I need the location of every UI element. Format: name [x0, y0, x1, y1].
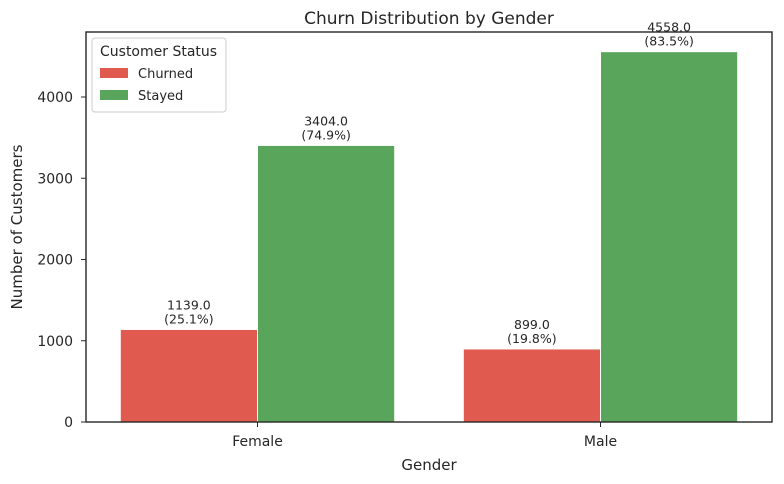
- data-labels: 1139.0 (25.1%) 899.0 (19.8%) 3404.0 (74.9%) 45…: [164, 20, 694, 346]
- x-tick-label: Male: [584, 434, 617, 450]
- bar-churned-female: [119, 328, 258, 423]
- y-tick-label: 0: [64, 415, 73, 431]
- data-label-churned-male: 899.0 (19.8%): [507, 317, 556, 346]
- legend: Customer Status Churned Stayed: [91, 37, 227, 113]
- data-label-stayed-male: 4558.0 (83.5%): [644, 20, 693, 49]
- y-tick-label: 4000: [37, 90, 73, 106]
- legend-title: Customer Status: [100, 44, 217, 60]
- x-axis-ticks: Female Male: [232, 422, 617, 450]
- bar-churned-male: [462, 348, 601, 423]
- legend-label-stayed: Stayed: [138, 89, 183, 104]
- data-label-churned-female: 1139.0 (25.1%): [164, 297, 213, 326]
- bar-stayed-female: [257, 144, 396, 423]
- legend-swatch-churned: [100, 68, 128, 78]
- legend-label-churned: Churned: [138, 67, 193, 82]
- x-tick-label: Female: [232, 434, 283, 450]
- legend-swatch-stayed: [100, 90, 128, 100]
- data-label-stayed-female: 3404.0 (74.9%): [301, 113, 350, 142]
- plot-frame: [85, 31, 773, 423]
- bars-group: [119, 51, 739, 423]
- chart-title: Churn Distribution by Gender: [304, 9, 554, 29]
- bar-stayed-male: [600, 51, 739, 423]
- y-tick-label: 1000: [37, 334, 73, 350]
- y-axis-label: Number of Customers: [8, 144, 26, 309]
- y-tick-label: 3000: [37, 171, 73, 187]
- x-axis-label: Gender: [401, 456, 457, 474]
- y-axis-ticks: 0 1000 2000 3000 4000: [37, 90, 86, 431]
- y-tick-label: 2000: [37, 253, 73, 269]
